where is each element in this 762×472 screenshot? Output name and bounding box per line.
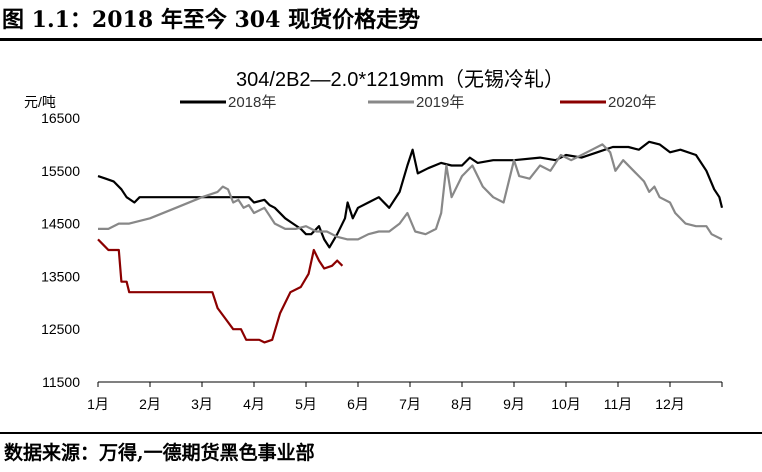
y-tick-label: 16500 xyxy=(41,110,80,126)
x-tick-label: 9月 xyxy=(503,396,525,412)
series-line xyxy=(98,143,723,241)
y-tick-label: 14500 xyxy=(41,216,80,232)
legend-label: 2020年 xyxy=(608,94,656,111)
y-tick-label: 12500 xyxy=(41,321,80,337)
y-axis: 11500 12500 13500 14500 15500 16500 xyxy=(41,110,80,390)
x-tick-label: 2月 xyxy=(139,396,161,412)
x-tick-label: 8月 xyxy=(451,396,473,412)
y-axis-unit: 元/吨 xyxy=(24,94,56,110)
y-tick-label: 11500 xyxy=(42,374,80,390)
series-line xyxy=(97,140,724,249)
bottom-rule xyxy=(0,432,762,434)
x-tick-label: 12月 xyxy=(655,396,685,412)
data-source: 数据来源：万得,一德期货黑色事业部 xyxy=(4,442,315,464)
figure-title: 图 1.1：2018 年至今 304 现货价格走势 xyxy=(2,7,421,33)
y-tick-label: 15500 xyxy=(41,163,80,179)
y-tick-label: 13500 xyxy=(41,268,80,284)
chart-title: 304/2B2—2.0*1219mm（无锡冷轧） xyxy=(236,68,564,91)
line-chart: 304/2B2—2.0*1219mm（无锡冷轧） 元/吨 2018年 2019年 2… xyxy=(24,68,724,412)
top-rule xyxy=(0,38,762,41)
x-tick-label: 7月 xyxy=(399,396,421,412)
x-tick-label: 6月 xyxy=(347,396,369,412)
x-axis: 1月 2月 3月 4月 5月 6月 7月 8月 9月 10月 11月 12月 xyxy=(87,381,723,412)
series-line xyxy=(97,238,344,344)
x-tick-label: 3月 xyxy=(191,396,213,412)
legend-label: 2019年 xyxy=(416,94,464,111)
x-tick-label: 10月 xyxy=(551,396,581,412)
x-tick-label: 5月 xyxy=(295,396,317,412)
legend: 2018年 2019年 2020年 xyxy=(180,94,656,111)
x-tick-label: 4月 xyxy=(243,396,265,412)
legend-label: 2018年 xyxy=(228,94,276,111)
plot-series xyxy=(97,140,724,344)
x-tick-label: 1月 xyxy=(87,396,109,412)
x-tick-label: 11月 xyxy=(604,396,633,412)
